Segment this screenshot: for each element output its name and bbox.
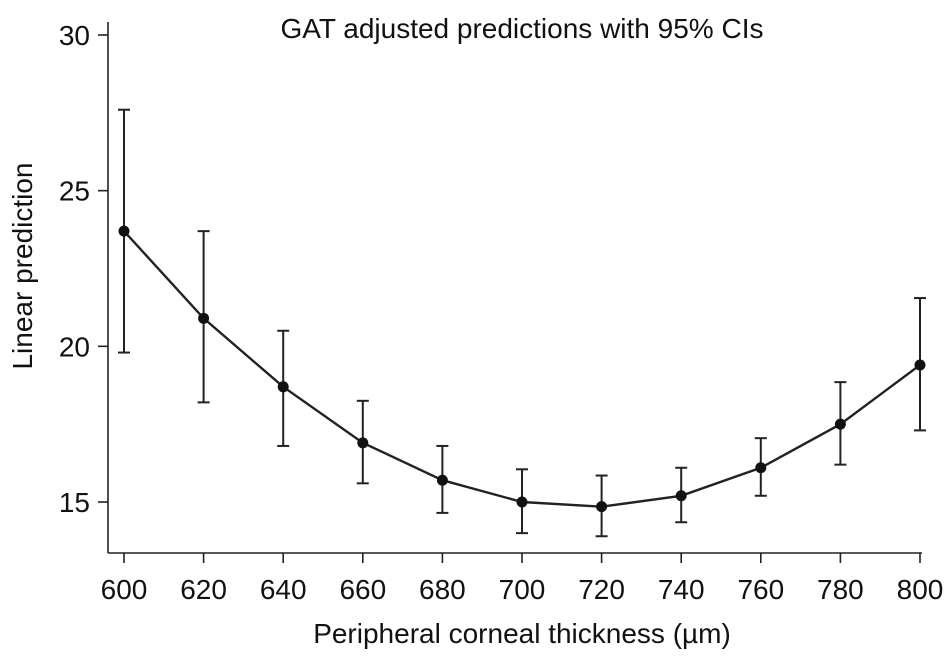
data-point <box>675 490 687 502</box>
data-point <box>198 312 210 324</box>
y-tick-label: 25 <box>59 176 90 207</box>
data-point <box>755 462 767 474</box>
data-point <box>436 474 448 486</box>
chart-title: GAT adjusted predictions with 95% CIs <box>281 13 764 44</box>
data-point <box>357 437 369 449</box>
x-tick-label: 640 <box>260 574 307 605</box>
y-tick-label: 20 <box>59 331 90 362</box>
x-tick-label: 660 <box>339 574 386 605</box>
x-axis-title: Peripheral corneal thickness (µm) <box>313 618 731 649</box>
series-group <box>123 230 921 508</box>
x-tick-label: 680 <box>419 574 466 605</box>
axes: 15 20 25 30 600 620 640 660 680 700 720 740 760 780 80… <box>59 20 944 605</box>
series-line <box>123 230 921 508</box>
x-tick-label: 720 <box>578 574 625 605</box>
y-tick-label: 30 <box>59 20 90 51</box>
x-tick-label: 620 <box>180 574 227 605</box>
x-tick-label: 700 <box>499 574 546 605</box>
x-tick-label: 760 <box>737 574 784 605</box>
data-point <box>277 381 289 393</box>
data-point <box>118 225 130 237</box>
y-axis-title: Linear prediction <box>7 162 38 369</box>
data-point <box>516 496 528 508</box>
x-tick-label: 600 <box>101 574 148 605</box>
data-point <box>834 418 846 430</box>
x-tick-label: 740 <box>658 574 705 605</box>
error-bars <box>118 108 926 538</box>
points-group <box>118 225 926 513</box>
data-point <box>596 501 608 513</box>
x-tick-label: 800 <box>897 574 944 605</box>
y-tick-label: 15 <box>59 487 90 518</box>
x-tick-label: 780 <box>817 574 864 605</box>
data-point <box>914 359 926 371</box>
